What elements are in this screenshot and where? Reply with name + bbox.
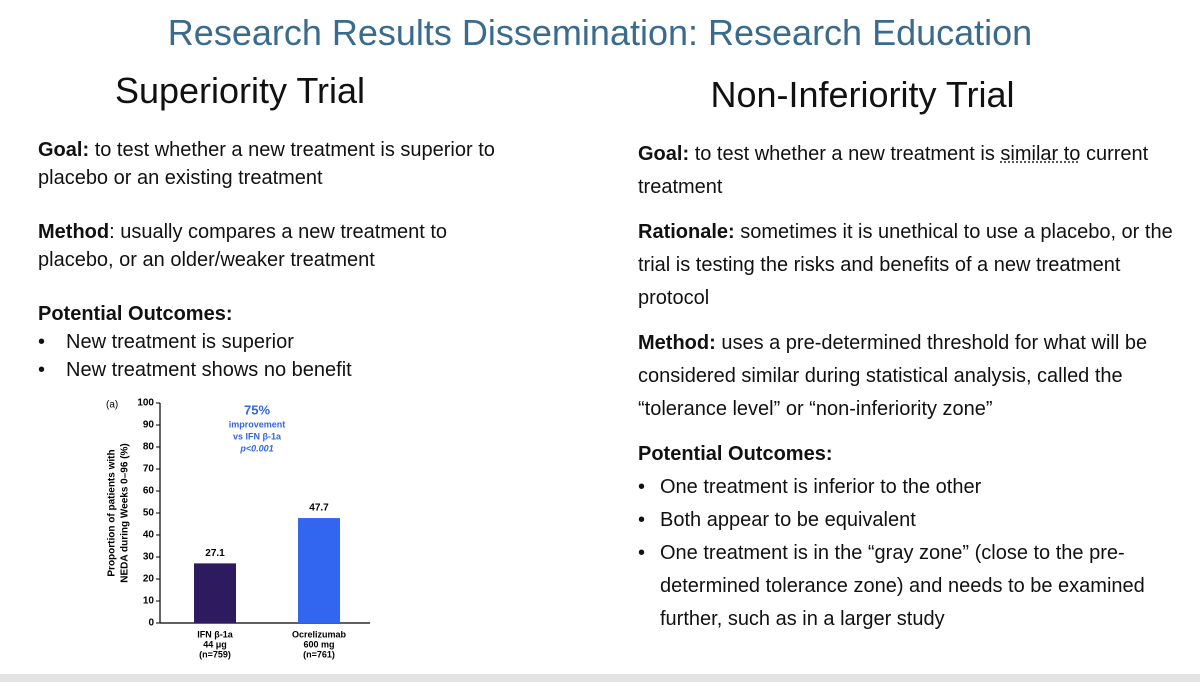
goal: Goal: to test whether a new treatment is… [38,136,508,192]
x-tick-label: Ocrelizumab [292,629,347,639]
y-tick-label: 90 [143,420,155,431]
label: Goal: [638,143,690,165]
bar [298,518,340,623]
value-label: 27.1 [205,548,225,559]
label: Rationale: [638,221,735,243]
slide-title: Research Results Dissemination: Research… [167,12,1033,53]
y-axis-label: NEDA during Weeks 0–96 (%) [120,443,131,582]
text: current treatment [638,143,1149,198]
x-tick-label: (n=759) [199,649,231,659]
annotation-line: p<0.001 [239,443,273,453]
text: to test whether a new treatment is [694,143,995,165]
text: : usually compares a new treatment to pl… [38,221,448,271]
annotation-headline: 75% [244,402,270,417]
bullet: New treatment is superior [38,328,508,356]
y-tick-label: 70 [143,464,155,475]
chart: (a) Proportion of patients with NEDA durin… [106,398,370,659]
y-tick-label: 20 [143,574,155,585]
label: Method: [638,332,716,354]
panel-label: (a) [106,400,118,411]
label: Potential Outcomes: [38,303,233,325]
right-body: Goal: to test whether a new treatment is… [638,138,1186,636]
y-tick-label: 50 [143,508,155,519]
bullet: One treatment is inferior to the other [638,471,1186,504]
x-tick-label: (n=761) [303,649,335,659]
bullet: New treatment shows no benefit [38,356,508,384]
text: to test whether a new treatment is super… [38,139,495,189]
text: uses a pre-determined threshold for what… [638,332,1148,420]
outcomes: Potential Outcomes: One treatment is inf… [638,438,1186,636]
y-tick-label: 100 [137,398,154,409]
x-tick-label: 44 μg [203,639,227,649]
y-tick-label: 30 [143,552,155,563]
y-tick-label: 60 [143,486,155,497]
underlined: similar to [1000,143,1081,165]
text: sometimes it is unethical to use a place… [638,221,1173,309]
x-tick-label: 600 mg [303,639,334,649]
value-label: 47.7 [309,503,329,514]
bar [194,563,236,623]
label: Goal: [38,139,90,161]
outcomes: Potential Outcomes: New treatment is sup… [38,300,508,384]
annotation-line: vs IFN β-1a [233,431,282,441]
left-body: Goal: to test whether a new treatment is… [38,136,508,384]
annotation-line: improvement [229,419,286,429]
bullet: One treatment is in the “gray zone” (clo… [638,537,1186,636]
label: Potential Outcomes: [638,443,833,465]
method: Method: usually compares a new treatment… [38,218,508,274]
label: Method [38,221,110,243]
x-tick-label: IFN β-1a [197,629,233,639]
right-heading: Non-Inferiority Trial [710,74,1015,115]
bullet: Both appear to be equivalent [638,504,1186,537]
footer-bar [0,674,1200,682]
y-tick-label: 10 [143,596,155,607]
rationale: Rationale: sometimes it is unethical to … [638,216,1186,315]
method: Method: uses a pre-determined threshold … [638,327,1186,426]
goal: Goal: to test whether a new treatment is… [638,138,1186,204]
y-tick-label: 40 [143,530,155,541]
y-tick-label: 80 [143,442,155,453]
y-axis-label: Proportion of patients with [107,449,118,576]
left-heading: Superiority Trial [114,70,366,111]
y-tick-label: 0 [148,618,154,629]
